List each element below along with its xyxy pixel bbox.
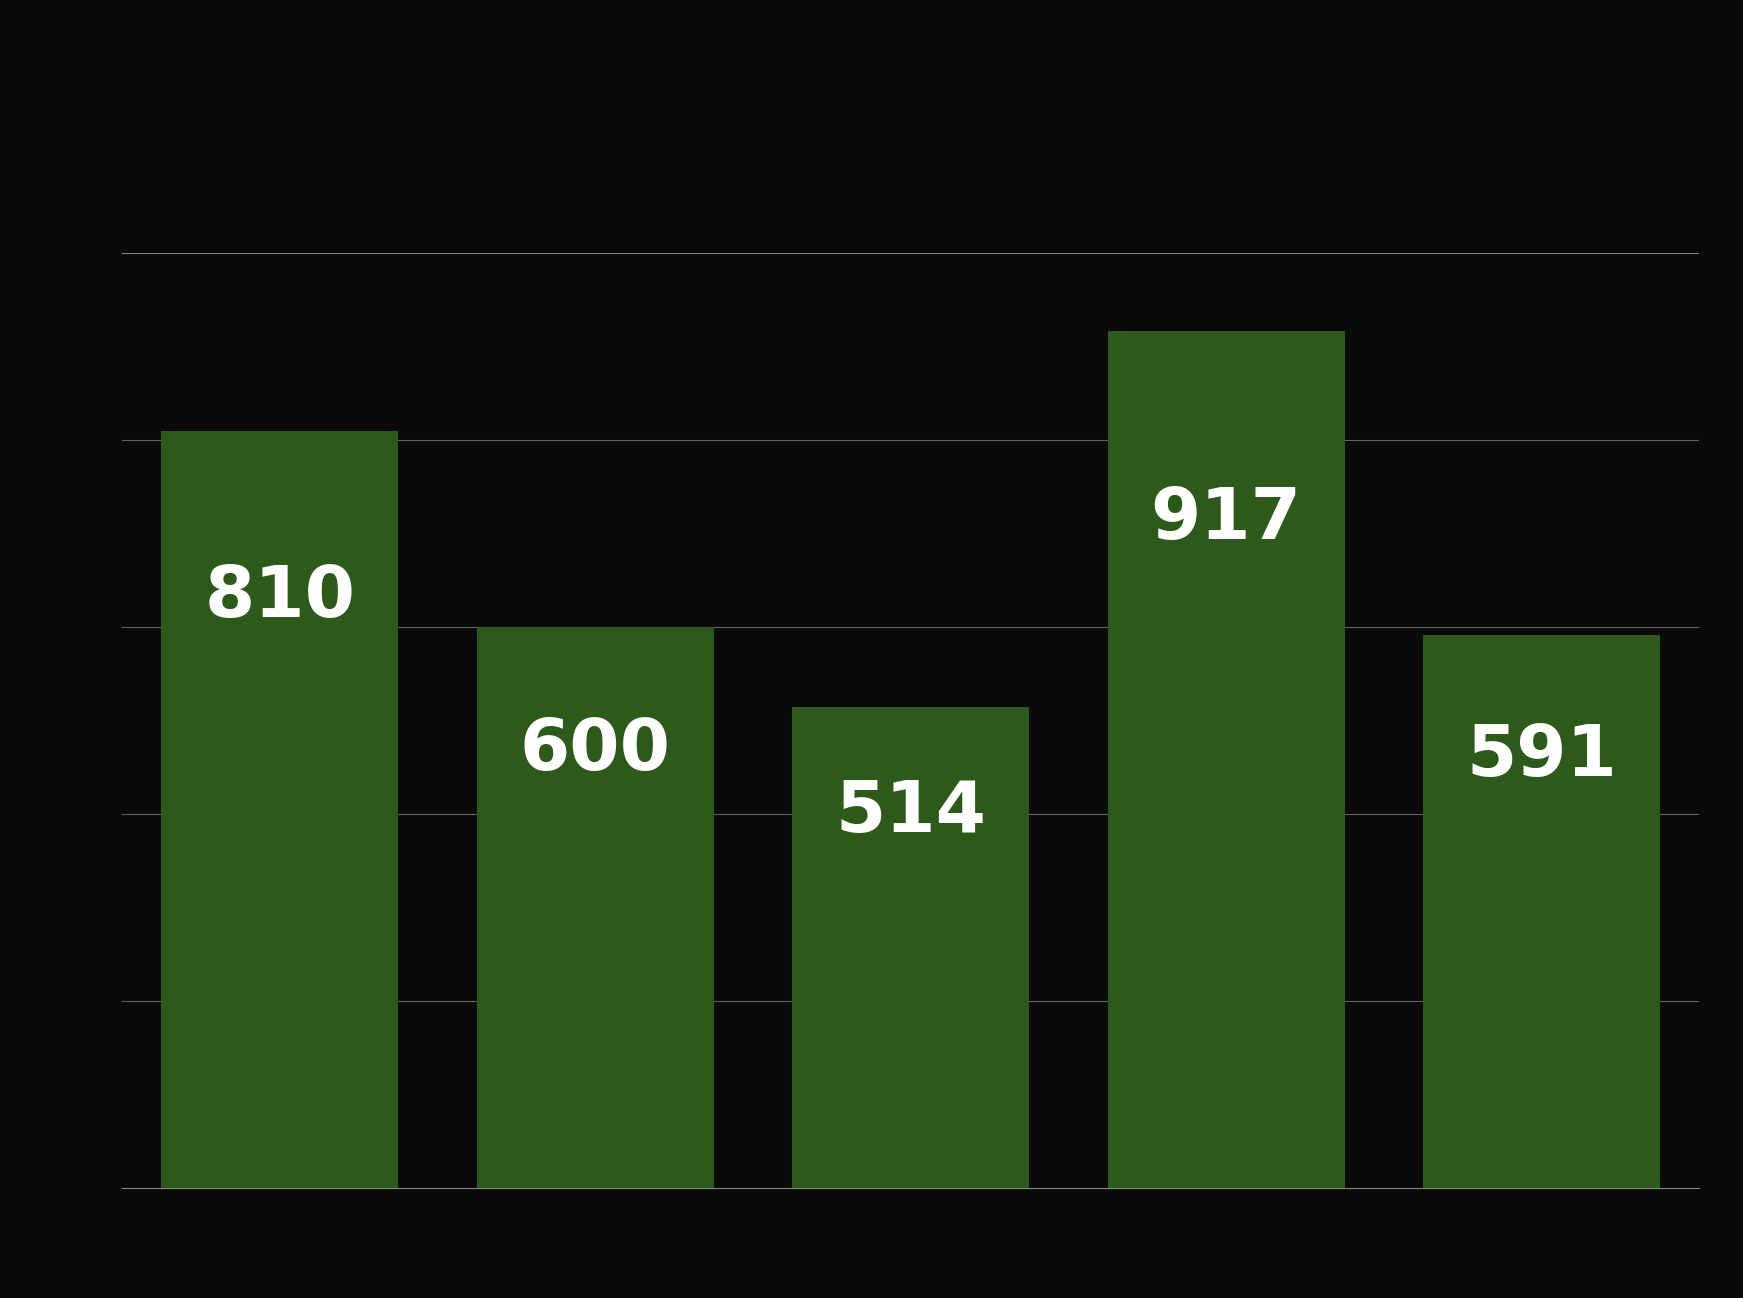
Text: 600: 600 bbox=[519, 715, 671, 785]
Text: 917: 917 bbox=[1150, 484, 1302, 554]
Text: 591: 591 bbox=[1466, 723, 1618, 792]
Text: 810: 810 bbox=[204, 563, 356, 632]
Bar bbox=[162, 431, 397, 1188]
Bar bbox=[478, 627, 713, 1188]
Text: 514: 514 bbox=[835, 779, 987, 848]
Bar bbox=[1109, 331, 1344, 1188]
Bar bbox=[793, 707, 1028, 1188]
Bar bbox=[1424, 635, 1659, 1188]
